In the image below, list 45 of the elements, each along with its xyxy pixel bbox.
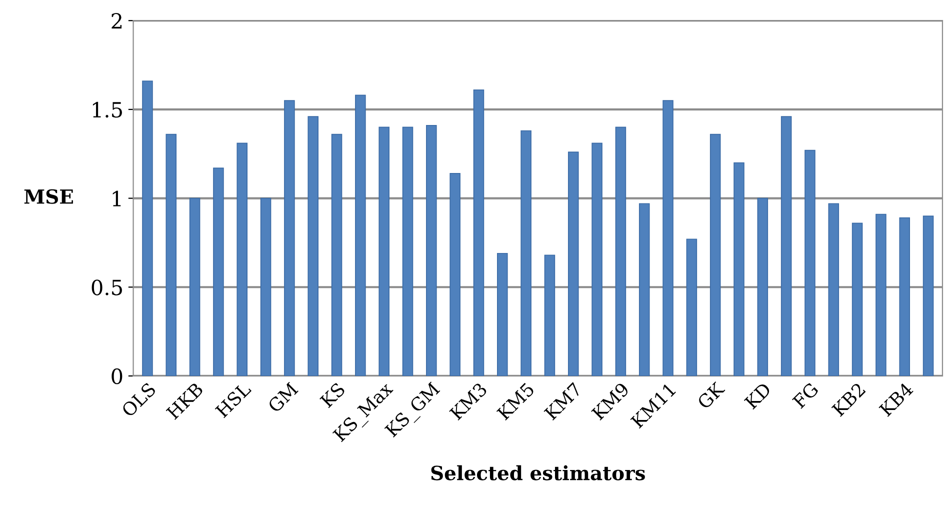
y-tick-label: 0 [112,368,122,384]
x-tick-label: KD [744,382,772,410]
bar [615,126,626,376]
y-tick-label: 0.5 [92,280,122,296]
bar [355,94,366,376]
x-axis-title: Selected estimators [431,465,645,480]
bar [189,198,200,376]
bar [378,126,390,376]
bar [402,126,414,376]
bar [852,222,863,376]
bar [804,150,816,376]
bar [662,100,674,376]
bar [284,100,295,376]
bar [473,89,484,376]
bar [922,216,934,376]
bar [166,134,177,376]
bar [780,116,792,376]
bar [734,162,744,376]
bar [876,214,886,376]
bar [757,198,768,376]
bar [520,130,532,376]
bar [497,252,508,376]
bar [142,80,153,376]
bar [710,134,721,376]
bar [213,168,224,376]
bar [592,142,602,376]
y-tick-label: 1.5 [92,102,122,118]
bar [308,116,318,376]
bar [638,203,650,376]
x-tick-label: FG [792,382,819,410]
bar [899,217,910,376]
bar [450,172,460,376]
bar [331,134,342,376]
bar [568,152,579,376]
bar [828,203,840,376]
x-tick-label: GK [696,380,726,410]
y-tick-label: 1 [112,190,121,206]
bar [236,142,248,376]
bar [426,125,437,376]
x-tick-label: GM [267,382,299,414]
bar [544,254,556,376]
bar [686,238,698,376]
y-axis-title: MSE [24,189,73,204]
y-tick-label: 2 [112,13,122,29]
bar [260,198,272,376]
